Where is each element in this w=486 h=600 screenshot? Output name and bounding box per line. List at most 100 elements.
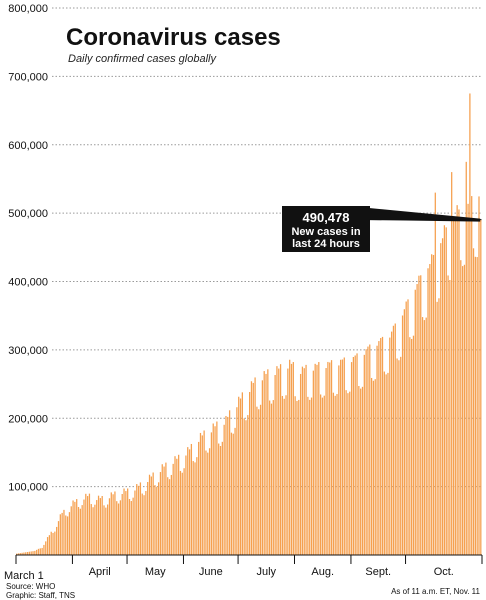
bar: [338, 365, 340, 555]
bar: [232, 433, 234, 555]
bar: [92, 507, 94, 555]
bar: [378, 341, 380, 555]
bar: [301, 366, 304, 555]
bar: [128, 498, 131, 555]
bars: [16, 93, 482, 556]
bar: [74, 501, 76, 555]
bar: [456, 205, 458, 555]
bar: [168, 479, 171, 555]
bar: [303, 368, 305, 555]
bar: [192, 461, 194, 555]
bar: [392, 325, 395, 555]
y-tick-label: 800,000: [8, 3, 48, 15]
bar: [307, 396, 309, 555]
month-label: Aug.: [311, 566, 334, 578]
bar: [343, 357, 345, 555]
bar: [183, 468, 185, 555]
bar: [143, 495, 145, 555]
bar: [188, 449, 191, 555]
bar: [376, 345, 378, 555]
bar: [163, 466, 165, 555]
bar: [119, 500, 122, 555]
x-start-label: March 1: [4, 570, 44, 582]
bar: [361, 386, 364, 555]
bar: [221, 441, 223, 555]
bar: [161, 464, 163, 555]
bar: [330, 360, 333, 555]
y-tick-label: 500,000: [8, 208, 48, 220]
bar: [26, 551, 29, 555]
bar: [385, 374, 387, 555]
bar: [208, 448, 211, 555]
bar: [287, 368, 289, 555]
bar: [250, 381, 253, 555]
bar: [141, 493, 143, 555]
bar: [63, 509, 65, 555]
bar: [259, 404, 262, 555]
bar: [394, 323, 396, 555]
bar: [179, 470, 182, 555]
bar: [154, 485, 156, 555]
bar: [267, 369, 269, 555]
bar: [405, 301, 407, 555]
bar: [420, 275, 422, 555]
bar: [54, 531, 56, 555]
bar: [434, 192, 436, 556]
bar: [440, 243, 442, 555]
bar: [452, 219, 455, 555]
bar: [45, 541, 47, 555]
bar: [196, 457, 198, 555]
bar: [90, 504, 92, 555]
bar: [294, 396, 296, 555]
bar: [43, 544, 45, 555]
bar: [261, 380, 264, 555]
bar: [70, 506, 72, 555]
bar: [474, 256, 476, 555]
bar: [116, 501, 118, 555]
bar: [86, 496, 89, 555]
bar: [76, 499, 78, 555]
bar: [458, 209, 460, 555]
bar: [425, 317, 427, 555]
bar: [236, 407, 238, 555]
bar: [429, 264, 431, 555]
bar: [85, 493, 87, 555]
bar: [121, 493, 123, 555]
bar: [418, 275, 420, 555]
month-label: June: [199, 566, 223, 578]
bar: [334, 395, 336, 555]
bar: [68, 512, 71, 555]
bar: [223, 424, 225, 555]
bar: [239, 398, 242, 555]
bar: [276, 366, 278, 555]
bar: [449, 280, 451, 555]
bar: [443, 225, 446, 556]
bar: [61, 512, 63, 555]
bar: [476, 257, 478, 555]
bar: [347, 393, 349, 555]
bar: [170, 474, 172, 555]
bar: [65, 515, 67, 555]
bar: [407, 299, 409, 555]
bar: [421, 317, 424, 555]
bar: [172, 463, 174, 555]
bar: [360, 388, 362, 555]
bar: [327, 361, 329, 555]
bar: [77, 506, 80, 555]
bar: [139, 482, 142, 555]
bar: [112, 494, 114, 555]
bar: [230, 432, 233, 555]
bar: [194, 462, 196, 555]
bar: [480, 219, 482, 555]
callout-line1: New cases in: [291, 226, 360, 238]
bar: [325, 368, 327, 555]
bar: [218, 443, 220, 555]
bar: [290, 363, 293, 555]
bar: [228, 410, 231, 555]
bar: [374, 379, 376, 555]
bar: [447, 275, 449, 555]
as-of-note: As of 11 a.m. ET, Nov. 11: [391, 587, 480, 596]
bar: [460, 260, 462, 555]
y-tick-label: 200,000: [8, 413, 48, 425]
